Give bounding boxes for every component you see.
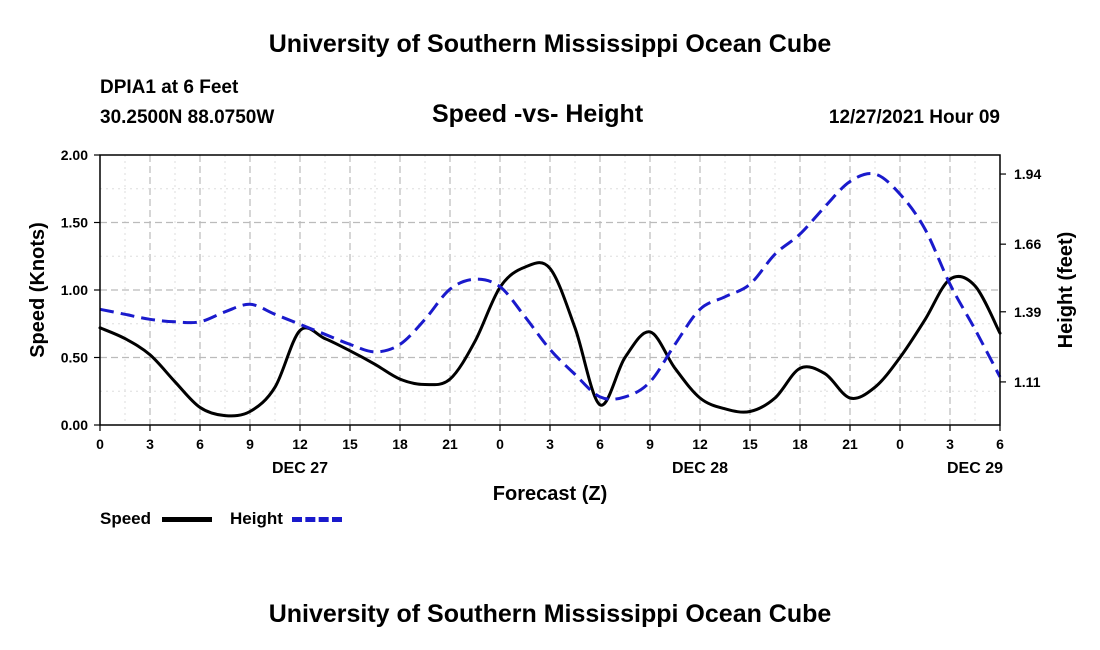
x-tick-label: 3	[546, 436, 554, 452]
station-coordinates: 30.2500N 88.0750W	[100, 107, 275, 128]
y-tick-label: 2.00	[61, 147, 88, 163]
x-tick-label: 0	[896, 436, 904, 452]
legend-speed-label: Speed	[100, 509, 152, 528]
y-tick-label: 0.50	[61, 350, 88, 366]
x-tick-label: 6	[596, 436, 604, 452]
chart-title: Speed -vs- Height	[432, 100, 644, 128]
series-line-height	[99, 171, 1002, 401]
x-tick-label: 0	[96, 436, 104, 452]
y-tick-label: 0.00	[61, 417, 88, 433]
x-tick-label: 15	[742, 436, 758, 452]
forecast-datetime: 12/27/2021 Hour 09	[828, 107, 1000, 128]
date-label: DEC 28	[672, 460, 728, 477]
tick-layer: 0 3 6 9 12 15 18 21 0 3 6 9 12 15 18 21 0 3 6 DEC 27 DEC 28 D…	[61, 147, 1042, 477]
x-tick-label: 6	[996, 436, 1004, 452]
x-tick-label: 12	[692, 436, 708, 452]
date-label: DEC 29	[947, 460, 1003, 477]
y2-tick-label: 1.11	[1014, 374, 1041, 390]
series-layer	[98, 171, 1002, 418]
y-tick-label: 1.50	[61, 215, 88, 231]
x-tick-label: 3	[946, 436, 954, 452]
x-tick-label: 21	[842, 436, 858, 452]
page-title: University of Southern Mississippi Ocean…	[268, 30, 832, 58]
y2-tick-label: 1.94	[1014, 166, 1041, 182]
grid-layer	[100, 155, 1000, 425]
legend-height-label: Height	[230, 509, 283, 528]
plot-frame	[99, 154, 1001, 426]
y-axis-label: Speed (Knots)	[27, 222, 49, 358]
series-line-speed	[98, 261, 1002, 418]
footer-title: University of Southern Mississippi Ocean…	[268, 600, 832, 628]
x-tick-label: 18	[792, 436, 808, 452]
x-tick-label: 12	[292, 436, 308, 452]
station-label: DPIA1 at 6 Feet	[100, 77, 239, 98]
legend-height-swatch	[292, 517, 342, 522]
y2-tick-label: 1.39	[1014, 304, 1041, 320]
x-tick-label: 0	[496, 436, 504, 452]
speed-height-chart: 0 3 6 9 12 15 18 21 0 3 6 9 12 15 18 21 0 3 6 DEC 27 DEC 28 D…	[27, 147, 1077, 505]
x-tick-label: 3	[146, 436, 154, 452]
x-axis-label: Forecast (Z)	[493, 483, 607, 505]
x-tick-label: 6	[196, 436, 204, 452]
date-label: DEC 27	[272, 460, 328, 477]
x-tick-label: 18	[392, 436, 408, 452]
y2-tick-label: 1.66	[1014, 236, 1041, 252]
x-tick-label: 15	[342, 436, 358, 452]
x-tick-label: 21	[442, 436, 458, 452]
x-tick-label: 9	[246, 436, 254, 452]
y-tick-label: 1.00	[61, 282, 88, 298]
x-tick-label: 9	[646, 436, 654, 452]
y2-axis-label: Height (feet)	[1055, 232, 1077, 349]
legend-speed-swatch	[162, 517, 212, 522]
